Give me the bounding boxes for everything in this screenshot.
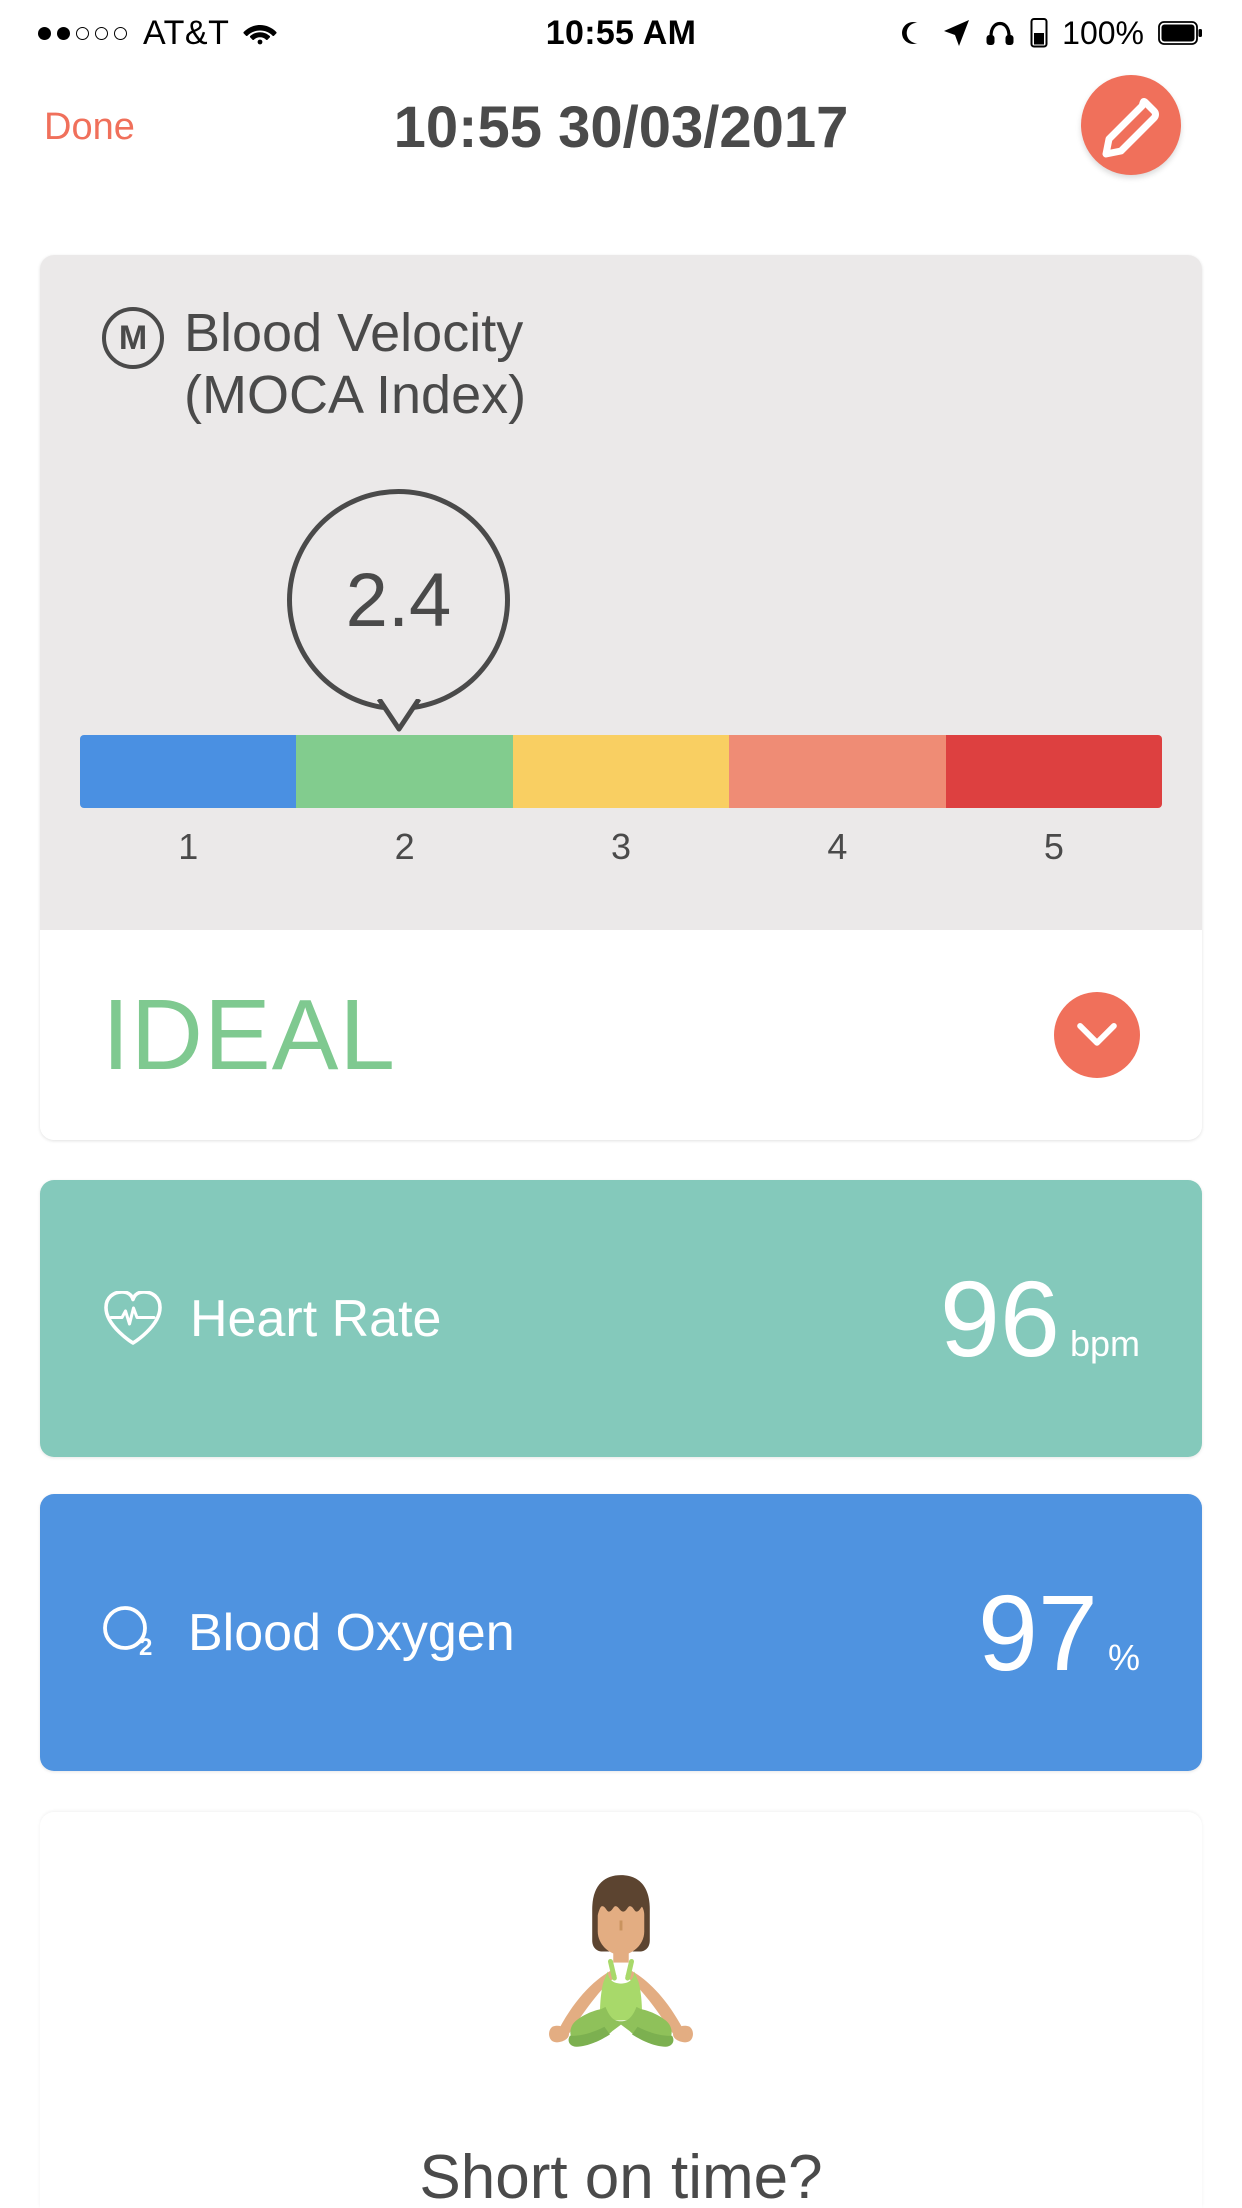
svg-text:2: 2 — [139, 1634, 152, 1661]
